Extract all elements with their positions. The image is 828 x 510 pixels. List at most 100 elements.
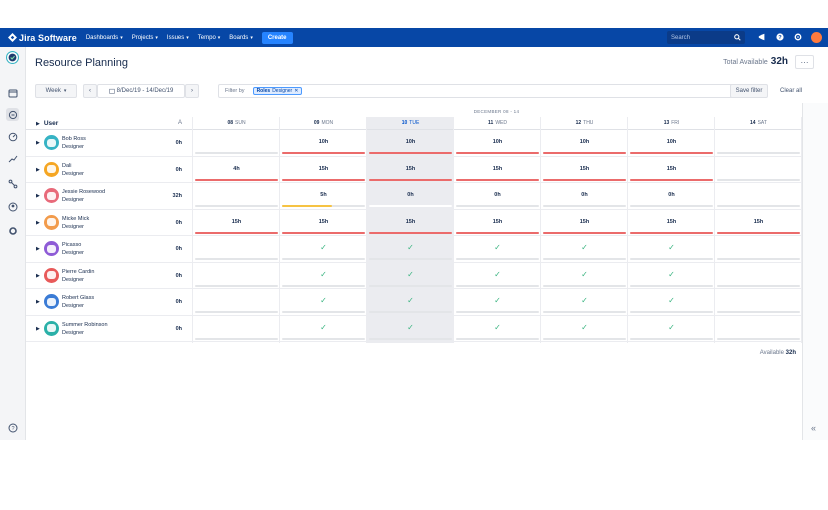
schedule-cell[interactable]: 10h bbox=[367, 130, 454, 156]
schedule-cell[interactable]: ✓ bbox=[628, 289, 715, 315]
schedule-cell[interactable]: 10h bbox=[541, 130, 628, 156]
nav-boards[interactable]: Boards ▾ bbox=[229, 35, 253, 41]
help-circle-icon[interactable]: ? bbox=[6, 421, 19, 434]
gear-icon[interactable] bbox=[792, 31, 804, 43]
schedule-cell[interactable]: ✓ bbox=[541, 316, 628, 342]
schedule-cell[interactable]: 15h bbox=[628, 210, 715, 236]
schedule-cell[interactable]: 15h bbox=[541, 210, 628, 236]
schedule-cell[interactable]: ✓ bbox=[367, 316, 454, 342]
schedule-cell[interactable]: ✓ bbox=[541, 263, 628, 289]
schedule-cell[interactable] bbox=[193, 289, 280, 315]
schedule-cell[interactable]: ✓ bbox=[628, 263, 715, 289]
expand-row-icon[interactable]: ▶ bbox=[36, 166, 40, 173]
schedule-cell[interactable]: ✓ bbox=[280, 316, 367, 342]
reports-chart-icon[interactable] bbox=[6, 152, 19, 165]
schedule-cell[interactable]: 15h bbox=[454, 210, 541, 236]
schedule-cell[interactable]: 10h bbox=[454, 130, 541, 156]
next-period-button[interactable]: › bbox=[185, 84, 199, 98]
schedule-cell[interactable] bbox=[193, 236, 280, 262]
schedule-cell[interactable]: 0h bbox=[628, 183, 715, 209]
schedule-cell[interactable]: ✓ bbox=[628, 316, 715, 342]
user-name-block[interactable]: Summer Robinson Designer bbox=[62, 321, 108, 337]
schedule-cell[interactable]: 15h bbox=[541, 157, 628, 183]
schedule-cell[interactable]: ✓ bbox=[454, 263, 541, 289]
schedule-cell[interactable]: 10h bbox=[280, 130, 367, 156]
expand-row-icon[interactable]: ▶ bbox=[36, 219, 40, 226]
user-row[interactable]: ▶ Robert Glass Designer 0h ✓ ✓ ✓ ✓ ✓ bbox=[26, 289, 802, 316]
schedule-cell[interactable]: ✓ bbox=[541, 289, 628, 315]
date-range-picker[interactable]: 8/Dec/19 - 14/Dec/19 bbox=[97, 84, 185, 98]
user-row[interactable]: ▶ Dali Designer 0h 4h 15h 15h 15h 15h 15h bbox=[26, 157, 802, 183]
schedule-cell[interactable]: 15h bbox=[454, 157, 541, 183]
tempo-logo-icon[interactable] bbox=[6, 51, 19, 64]
schedule-cell[interactable]: ✓ bbox=[541, 236, 628, 262]
calendar-icon[interactable] bbox=[6, 86, 19, 99]
user-name-block[interactable]: Micke Mick Designer bbox=[62, 215, 89, 231]
jira-logo[interactable]: Jira Software bbox=[8, 33, 77, 43]
filter-tag-roles[interactable]: Roles Designer ✕ bbox=[252, 87, 303, 95]
user-row[interactable]: ▶ Micke Mick Designer 0h 15h 15h 15h 15h 15h 15h 1… bbox=[26, 210, 802, 236]
expand-row-icon[interactable]: ▶ bbox=[36, 325, 40, 332]
user-name-block[interactable]: Jessie Rosewood Designer bbox=[62, 188, 105, 204]
user-row[interactable]: ▶ Summer Robinson Designer 0h ✓ ✓ ✓ ✓ ✓ bbox=[26, 316, 802, 342]
schedule-cell[interactable]: 0h bbox=[454, 183, 541, 209]
schedule-cell[interactable]: ✓ bbox=[454, 289, 541, 315]
clear-all-button[interactable]: Clear all bbox=[779, 88, 802, 94]
expand-row-icon[interactable]: ▶ bbox=[36, 140, 40, 146]
schedule-cell[interactable] bbox=[715, 263, 802, 289]
team-user-icon[interactable] bbox=[6, 200, 19, 213]
schedule-cell[interactable]: ✓ bbox=[280, 236, 367, 262]
schedule-cell[interactable] bbox=[193, 316, 280, 342]
schedule-cell[interactable] bbox=[193, 130, 280, 156]
schedule-cell[interactable]: 15h bbox=[280, 157, 367, 183]
schedule-cell[interactable] bbox=[715, 130, 802, 156]
schedule-cell[interactable]: 15h bbox=[193, 210, 280, 236]
filter-input[interactable]: Filter by Roles Designer ✕ ▼ bbox=[218, 84, 750, 98]
user-name-block[interactable]: Pierre Cardin Designer bbox=[62, 268, 94, 284]
schedule-cell[interactable]: 10h bbox=[628, 130, 715, 156]
schedule-cell[interactable] bbox=[715, 157, 802, 183]
nav-issues[interactable]: Issues ▾ bbox=[167, 35, 189, 41]
user-row[interactable]: ▶ Jessie Rosewood Designer 32h 5h 0h 0h 0h 0h bbox=[26, 183, 802, 210]
schedule-cell[interactable]: 4h bbox=[193, 157, 280, 183]
help-icon[interactable]: ? bbox=[774, 31, 786, 43]
more-actions-button[interactable]: ··· bbox=[795, 55, 814, 69]
schedule-cell[interactable]: 0h bbox=[367, 183, 454, 209]
schedule-cell[interactable]: 15h bbox=[715, 210, 802, 236]
collapse-panel-icon[interactable]: « bbox=[811, 423, 817, 433]
user-name-block[interactable]: Robert Glass Designer bbox=[62, 294, 94, 310]
expand-all-icon[interactable]: ▶ bbox=[36, 120, 40, 127]
search-input[interactable]: Search bbox=[667, 31, 745, 44]
user-row[interactable]: ▶ Bob Ross Designer 0h 10h 10h 10h 10h 10h bbox=[26, 130, 802, 157]
schedule-cell[interactable] bbox=[715, 183, 802, 209]
schedule-cell[interactable]: ✓ bbox=[280, 263, 367, 289]
schedule-cell[interactable]: ✓ bbox=[454, 236, 541, 262]
user-name-block[interactable]: Dali Designer bbox=[62, 162, 84, 178]
nav-dashboards[interactable]: Dashboards ▾ bbox=[86, 35, 123, 41]
user-row[interactable]: ▶ Picasso Designer 0h ✓ ✓ ✓ ✓ ✓ bbox=[26, 236, 802, 263]
expand-row-icon[interactable]: ▶ bbox=[36, 246, 40, 252]
schedule-cell[interactable]: ✓ bbox=[367, 289, 454, 315]
schedule-cell[interactable]: 15h bbox=[367, 157, 454, 183]
expand-row-icon[interactable]: ▶ bbox=[36, 193, 40, 199]
settings-gear-icon[interactable] bbox=[6, 224, 19, 237]
megaphone-icon[interactable] bbox=[756, 31, 768, 43]
user-name-block[interactable]: Bob Ross Designer bbox=[62, 135, 86, 151]
schedule-cell[interactable]: 0h bbox=[541, 183, 628, 209]
workflow-icon[interactable] bbox=[6, 177, 19, 190]
expand-row-icon[interactable]: ▶ bbox=[36, 272, 40, 279]
schedule-cell[interactable]: ✓ bbox=[454, 316, 541, 342]
schedule-cell[interactable]: 15h bbox=[628, 157, 715, 183]
period-select[interactable]: Week ▾ bbox=[35, 84, 77, 98]
schedule-cell[interactable] bbox=[715, 236, 802, 262]
close-icon[interactable]: ✕ bbox=[294, 88, 299, 94]
schedule-cell[interactable]: ✓ bbox=[367, 263, 454, 289]
schedule-cell[interactable] bbox=[193, 183, 280, 209]
nav-projects[interactable]: Projects ▾ bbox=[132, 35, 158, 41]
schedule-cell[interactable] bbox=[715, 289, 802, 315]
user-avatar[interactable] bbox=[810, 31, 822, 43]
user-row[interactable]: ▶ Pierre Cardin Designer 0h ✓ ✓ ✓ ✓ ✓ bbox=[26, 263, 802, 289]
schedule-cell[interactable]: ✓ bbox=[280, 289, 367, 315]
sort-indicator[interactable]: A bbox=[178, 120, 183, 126]
schedule-cell[interactable]: 15h bbox=[280, 210, 367, 236]
